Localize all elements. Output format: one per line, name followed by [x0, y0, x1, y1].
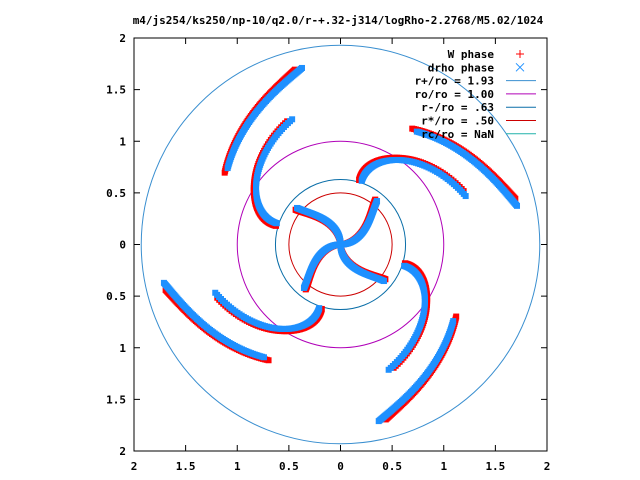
y-tick-label: 0.5: [106, 290, 126, 303]
reference-circles: [140, 44, 541, 445]
y-tick-label: 1.5: [106, 84, 126, 97]
y-tick-label: 1: [119, 342, 126, 355]
drho-phase-point: [294, 204, 301, 211]
x-tick-label: 1: [234, 460, 241, 473]
drho-phase-point: [300, 284, 307, 291]
drho-phase-point: [385, 366, 392, 373]
chart-title: m4/js254/ks250/np-10/q2.0/r-+.32-j314/lo…: [133, 14, 544, 27]
drho-phase-point: [374, 198, 381, 205]
legend-label: r*/ro = .50: [421, 115, 494, 128]
y-tick-label: 0.5: [106, 187, 126, 200]
drho-phase-point: [375, 418, 382, 425]
y-tick-label: 1: [119, 135, 126, 148]
drho-phase-point: [380, 278, 387, 285]
reference-circle: [140, 44, 541, 445]
legend-label: rc/ro = NaN: [421, 128, 494, 141]
axis-ticks: 2 1.5 1 0.5 0 0.5 1 1.5 221.510.500.511.52: [106, 32, 550, 473]
y-tick-label: 1.5: [106, 393, 126, 406]
x-tick-label: 2: [544, 460, 551, 473]
drho-phase-point: [289, 116, 296, 123]
y-tick-label: 0: [119, 239, 126, 252]
y-tick-label: 2: [119, 32, 126, 45]
legend-label: ro/ro = 1.00: [415, 88, 494, 101]
drho-phase-point: [160, 279, 167, 286]
legend-label: r+/ro = 1.93: [415, 75, 494, 88]
reference-circle: [288, 192, 393, 297]
drho-phase-point: [298, 64, 305, 71]
legend-label: W phase: [448, 48, 495, 61]
reference-circle: [236, 140, 445, 349]
legend-marker-cross: [515, 62, 525, 72]
y-tick-label: 2: [119, 445, 126, 458]
legend-label: drho phase: [428, 61, 495, 74]
reference-circle: [274, 178, 407, 311]
x-tick-label: 0.5: [382, 460, 402, 473]
drho-phase-point: [212, 289, 219, 296]
x-tick-label: 1.5: [485, 460, 505, 473]
legend-label: r-/ro = .63: [421, 101, 494, 114]
x-tick-label: 0: [337, 460, 344, 473]
x-tick-label: 1: [440, 460, 447, 473]
drho-phase-point: [514, 202, 521, 209]
drho-phase-point: [462, 193, 469, 200]
x-tick-label: 2: [131, 460, 138, 473]
x-tick-label: 1.5: [176, 460, 196, 473]
x-tick-label: 0.5: [279, 460, 299, 473]
data-points: [160, 64, 521, 425]
